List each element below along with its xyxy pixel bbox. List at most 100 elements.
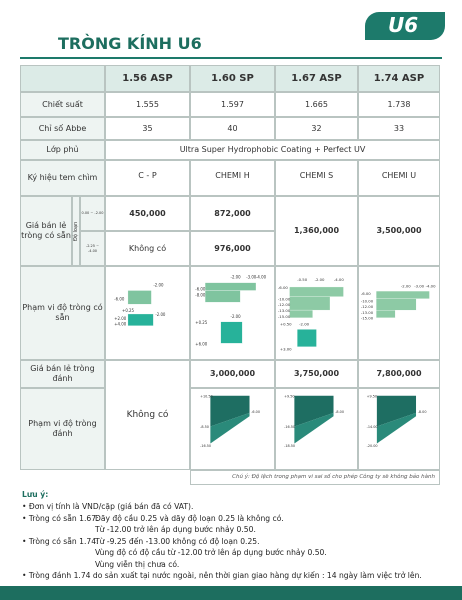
range-block bbox=[127, 313, 154, 326]
price: 7,800,000 bbox=[358, 360, 440, 388]
diagram-label: -18.50 bbox=[284, 444, 295, 448]
diagram-label: -6.00 bbox=[251, 410, 260, 414]
diagram-label: -2.00 bbox=[315, 277, 325, 282]
range-label: -2.25 ~ -4.00 bbox=[80, 231, 105, 266]
price: 3,750,000 bbox=[275, 360, 358, 388]
cell-value: C - P bbox=[105, 160, 190, 196]
cell-value: Không có bbox=[105, 360, 190, 470]
footnote: Chú ý: Độ lệch trong phạm vi sai số cho … bbox=[190, 470, 440, 485]
rule bbox=[20, 57, 442, 59]
note-line: Vùng độ có độ cầu từ -12.00 trở lên áp d… bbox=[95, 548, 327, 557]
range-block bbox=[376, 395, 417, 427]
row-label: Giá bán lẻ tròng có sẵn bbox=[20, 196, 72, 266]
diagram-cell: +10.50 -6.00 -8.50 -16.50 bbox=[190, 388, 275, 470]
header-blank bbox=[20, 65, 105, 92]
row-label: Ký hiệu tem chìm bbox=[20, 160, 105, 196]
diagram-label: +2.00 bbox=[114, 316, 126, 321]
diagram-label: +4.00 bbox=[114, 322, 126, 327]
range-block bbox=[289, 309, 313, 318]
range-block bbox=[376, 310, 396, 318]
cell-value: CHEMI U bbox=[358, 160, 440, 196]
range-block bbox=[204, 282, 257, 291]
diagram-label: +9.50 bbox=[367, 395, 377, 399]
logo-box bbox=[365, 12, 445, 40]
diagram-cell: -0.50 -2.00 -4.00 -6.00 -10.00 -12.00 -13.00 -1… bbox=[275, 266, 358, 360]
diagram-label: +6.00 bbox=[195, 341, 207, 346]
row-label: Phạm vi độ tròng đánh bbox=[20, 388, 105, 470]
diagram-label: -6.00 bbox=[195, 286, 206, 291]
diagram-label: -13.00 bbox=[278, 308, 291, 313]
price: 872,000 bbox=[190, 196, 275, 231]
diagram-label: -10.00 bbox=[278, 296, 291, 301]
notes-title: Lưu ý: bbox=[22, 490, 49, 499]
diagram-label: +3.00 bbox=[280, 347, 292, 352]
cell-value: 33 bbox=[358, 117, 440, 140]
diagram-label: -2.00 bbox=[153, 283, 164, 288]
column-header: 1.67 ASP bbox=[275, 65, 358, 92]
diagram-cell: +9.50 -8.00 -16.50 -18.50 bbox=[275, 388, 358, 470]
note-line: Từ -12.00 trở lên áp dụng bước nhảy 0.50… bbox=[95, 525, 256, 534]
range-block bbox=[204, 290, 241, 303]
diagram-label: -8.50 bbox=[200, 425, 209, 429]
range-block bbox=[289, 286, 344, 297]
diagram-label: -16.50 bbox=[200, 444, 211, 448]
range-block bbox=[294, 395, 334, 427]
note-line: Từ -9.25 đến -13.00 không có độ loạn 0.2… bbox=[95, 536, 260, 546]
note-item: • Đơn vị tính là VND/cặp (giá bán đã có … bbox=[22, 502, 194, 511]
diagram-label: +0.50 bbox=[280, 322, 292, 327]
diagram-cell: -2.00 -6.00 +0.25 +2.00 +4.00 -2.00 bbox=[105, 266, 190, 360]
price: 3,000,000 bbox=[190, 360, 275, 388]
diagram-cell: +9.50 -8.00 -14.00 -20.00 bbox=[358, 388, 440, 470]
diagram-label: -14.00 bbox=[367, 425, 378, 429]
cell-value: CHEMI S bbox=[275, 160, 358, 196]
note-item: • Tròng có sẵn 1.67: bbox=[22, 513, 99, 523]
range-block bbox=[375, 298, 417, 311]
diagram-label: +9.50 bbox=[284, 395, 294, 399]
column-header: 1.60 SP bbox=[190, 65, 275, 92]
diagram-label: -4.00 bbox=[426, 283, 436, 288]
diagram-label: -8.00 bbox=[195, 292, 206, 297]
row-label: Chỉ số Abbe bbox=[20, 117, 105, 140]
range-block bbox=[297, 329, 317, 347]
price: 3,500,000 bbox=[358, 196, 440, 266]
note-line: Vùng viễn thị chưa có. bbox=[95, 559, 180, 569]
diagram-label: -15.00 bbox=[278, 314, 291, 319]
title: TRÒNG KÍNH U6 bbox=[58, 34, 202, 53]
diagram-label: -2.00 bbox=[155, 312, 166, 317]
diagram-label: -6.00 bbox=[114, 296, 125, 301]
range-block bbox=[294, 412, 334, 444]
logo: U6 bbox=[388, 13, 419, 37]
diagram-label: -6.00 bbox=[278, 285, 288, 290]
diagram-label: -3.00 bbox=[246, 275, 257, 280]
note-item: • Tròng đánh 1.74 do sản xuất tại nước n… bbox=[22, 571, 422, 580]
range-block bbox=[127, 290, 152, 305]
diagram: +10.50 -6.00 -8.50 -16.50 bbox=[200, 395, 260, 448]
diagram: +9.50 -8.00 -16.50 -18.50 bbox=[284, 395, 344, 448]
cell-value: CHEMI H bbox=[190, 160, 275, 196]
range-block bbox=[220, 321, 243, 344]
cell-value: 1.555 bbox=[105, 92, 190, 117]
diagram: -2.00 -3.00 -4.00 -6.00-8.00 +0.25 -2.00 +6.00 bbox=[195, 275, 266, 347]
diagram-label: -16.50 bbox=[284, 425, 295, 429]
diagram: -2.00 -3.00 -4.00 -6.00 -10.00-12.00-13.00-1… bbox=[361, 283, 436, 320]
range-block bbox=[376, 412, 417, 444]
diagram-label: -2.00 bbox=[299, 322, 309, 327]
diagram-label: -10.00 bbox=[361, 299, 374, 304]
cell-value: 1.597 bbox=[190, 92, 275, 117]
diagram-label: -12.00 bbox=[278, 302, 291, 307]
row-label: Phạm vi độ tròng có sẵn bbox=[20, 266, 105, 360]
column-header: 1.56 ASP bbox=[105, 65, 190, 92]
diagram-label: -20.00 bbox=[367, 444, 378, 448]
diagram: -0.50 -2.00 -4.00 -6.00 -10.00-12.00-13.00-1… bbox=[278, 277, 344, 352]
range-block bbox=[210, 395, 250, 427]
cell-value: 1.665 bbox=[275, 92, 358, 117]
price: 1,360,000 bbox=[275, 196, 358, 266]
footer-bar bbox=[0, 586, 462, 600]
sublabel: Độ loạn bbox=[72, 196, 80, 266]
column-header: 1.74 ASP bbox=[358, 65, 440, 92]
cell-value: 40 bbox=[190, 117, 275, 140]
diagram-label: -2.00 bbox=[231, 314, 242, 319]
note-item: • Tròng có sẵn 1.74: bbox=[22, 536, 99, 546]
diagram-label: -12.00 bbox=[361, 304, 374, 309]
